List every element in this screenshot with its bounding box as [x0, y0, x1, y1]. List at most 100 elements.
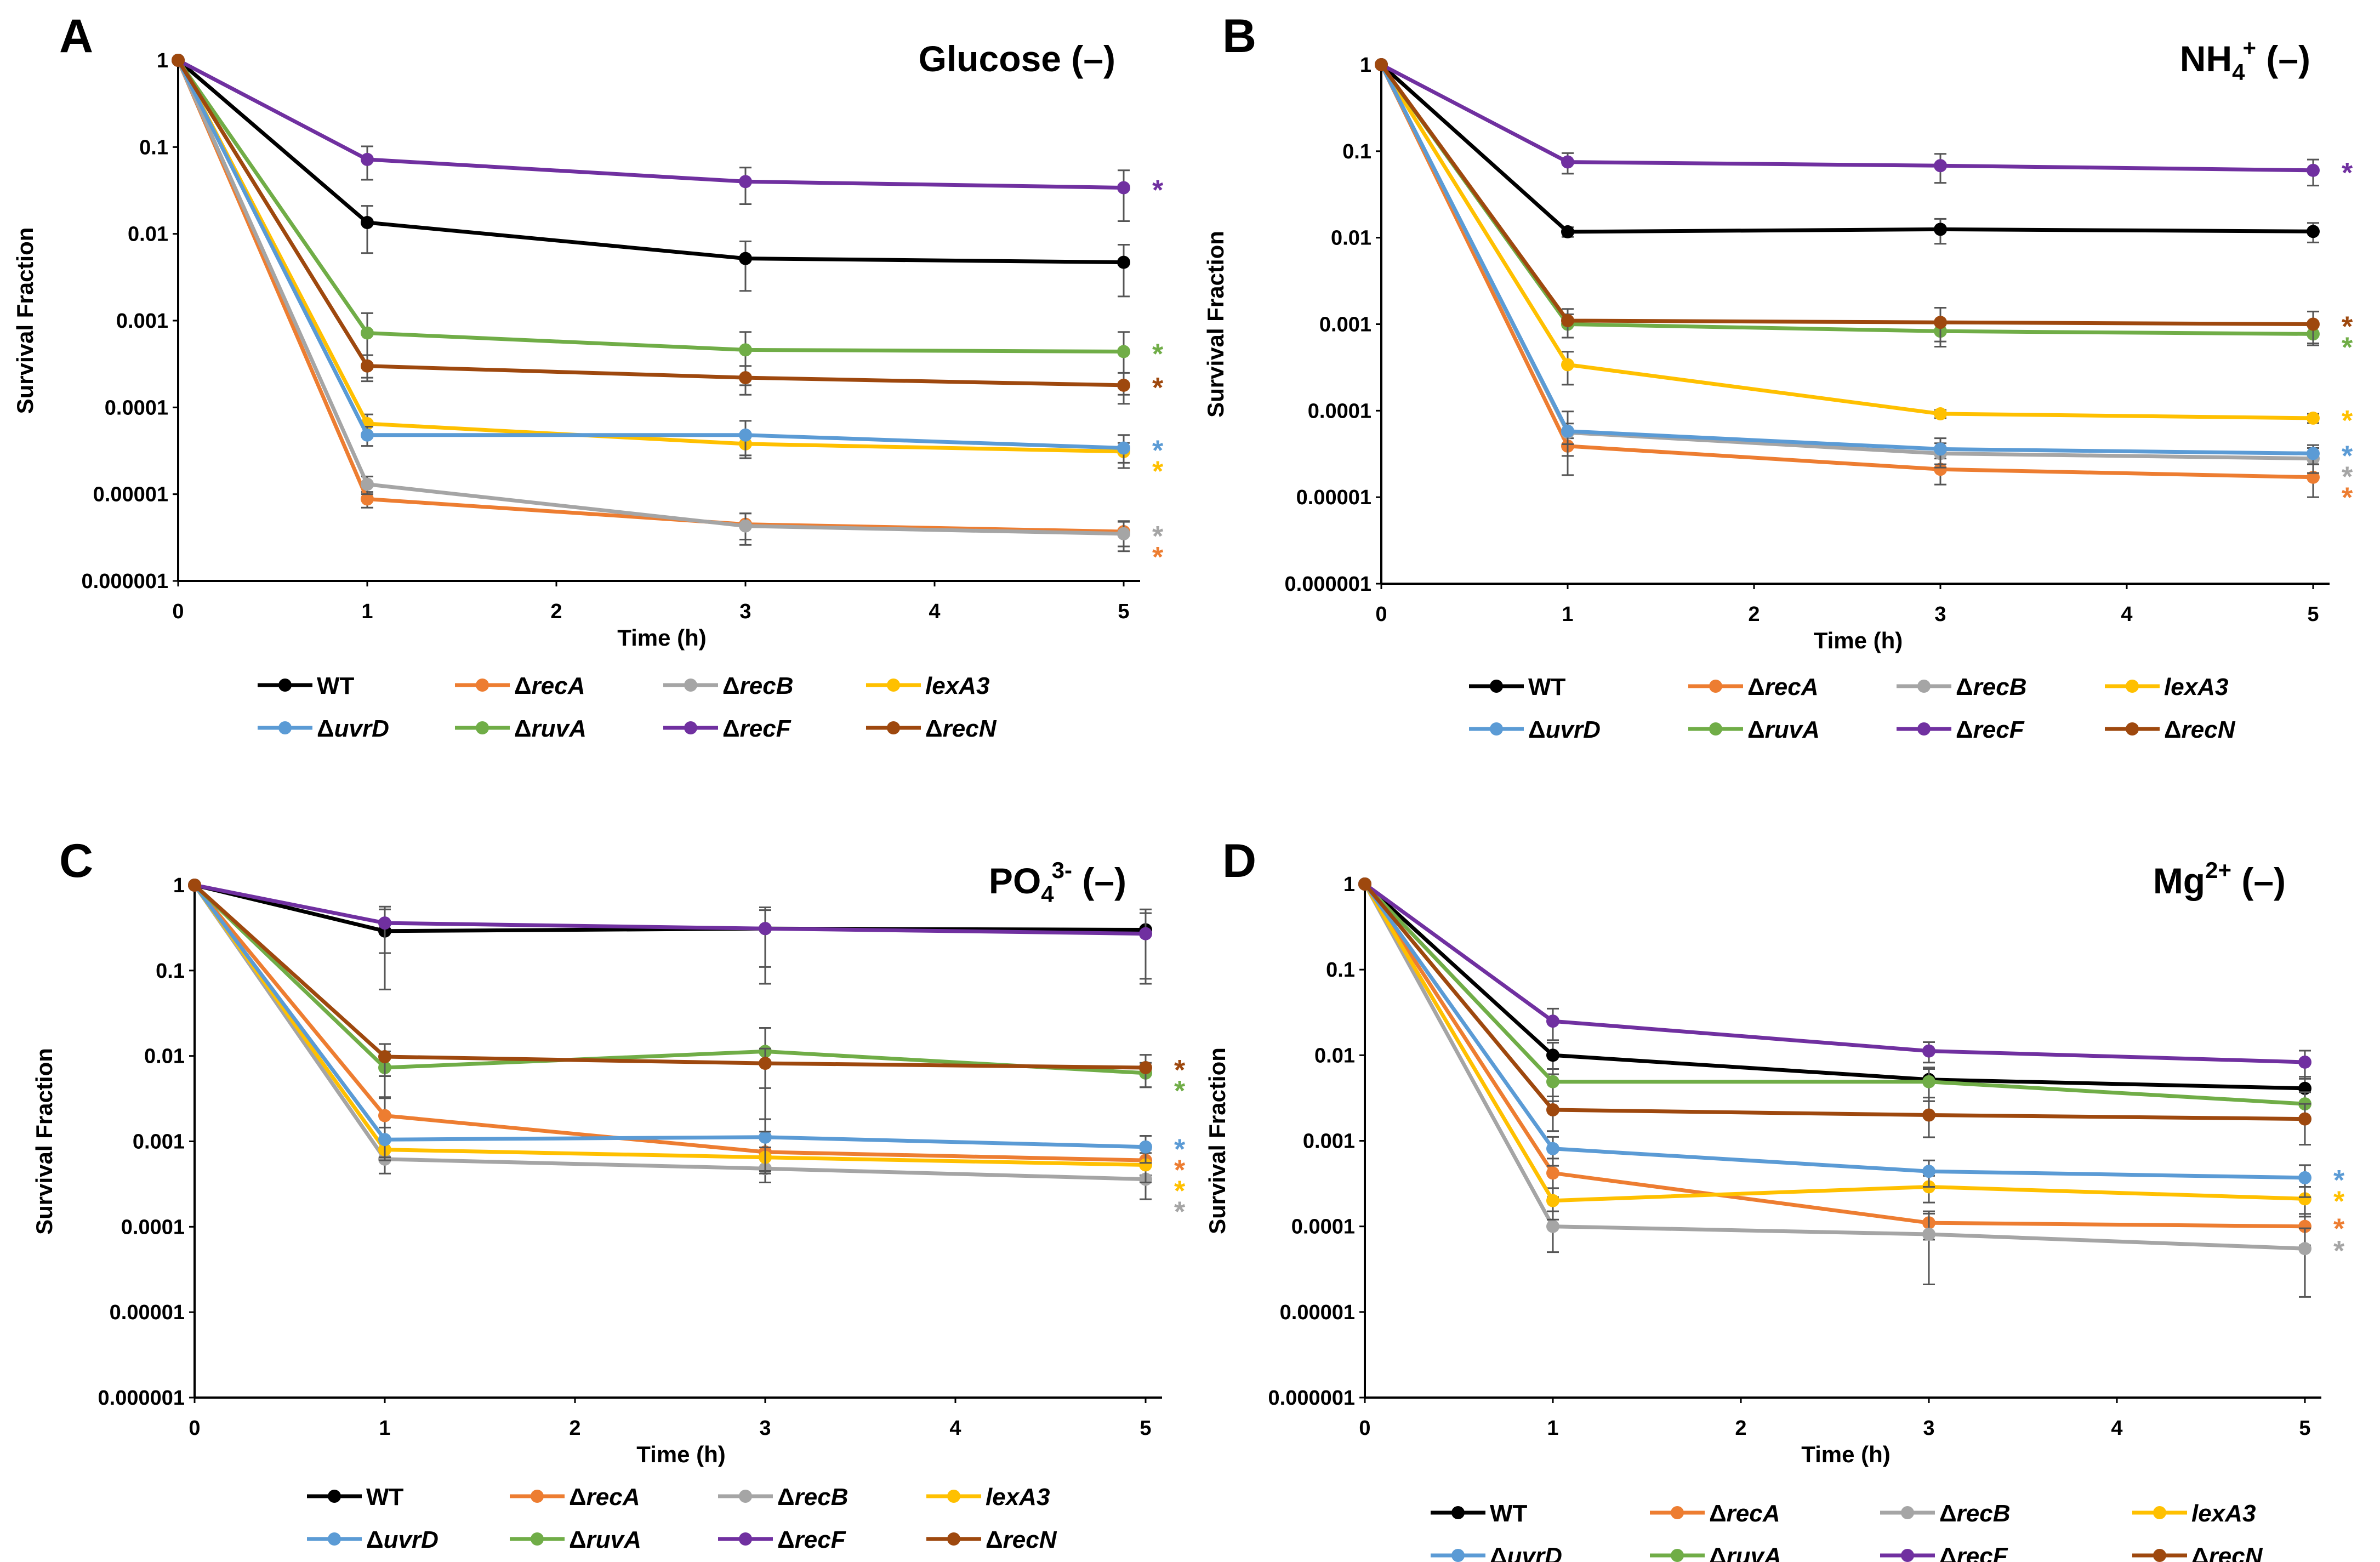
data-point	[2307, 317, 2320, 331]
legend-label-name: recA	[1727, 1500, 1780, 1527]
panel-d-series-delta-recn	[1358, 877, 2311, 1146]
data-point	[759, 1057, 772, 1070]
series-line	[193, 883, 1146, 1167]
data-point	[1117, 378, 1130, 392]
legend-marker	[1451, 1549, 1465, 1562]
panel-a-y-tick-label: 0.000001	[82, 570, 169, 593]
legend-marker	[1490, 722, 1503, 736]
panel-b-y-axis-label: Survival Fraction	[1203, 231, 1228, 418]
series-line	[1363, 883, 2305, 1229]
panel-a-x-axis-label: Time (h)	[617, 625, 707, 651]
data-point	[361, 216, 374, 230]
panel-c-legend-item-lexa3: lexA3	[926, 1484, 1050, 1510]
legend-marker	[1917, 680, 1931, 693]
series-line	[193, 883, 1146, 1070]
panel-b-y-tick-label: 0.1	[1342, 140, 1371, 163]
legend-label-name: recB	[1957, 1500, 2011, 1527]
panel-c-y-tick-label: 0.01	[144, 1045, 185, 1068]
panel-b-title-sup: +	[2242, 35, 2256, 61]
legend-marker	[684, 679, 697, 692]
panel-d-y-tick-label: 0.000001	[1268, 1387, 1356, 1410]
panel-d-x-tick-label: 2	[1735, 1417, 1746, 1440]
legend-label-name: lexA3	[2191, 1500, 2256, 1527]
panel-a-x-tick-label: 1	[361, 600, 373, 623]
legend-label-name: recF	[1973, 716, 2025, 743]
panel-b-y-tick-label: 1	[1360, 54, 1371, 77]
panel-b-y-tick-label: 0.01	[1331, 227, 1371, 250]
panel-d-legend-item-wt: WT	[1431, 1500, 1528, 1527]
legend-marker	[531, 1532, 544, 1546]
panel-c-title-sub: 4	[1041, 881, 1054, 907]
data-point	[2307, 470, 2320, 484]
data-point	[1139, 1140, 1152, 1154]
panel-d-x-tick-label: 4	[2111, 1417, 2122, 1440]
panel-d-x-tick-label: 0	[1359, 1417, 1370, 1440]
panel-b-series-lexa3	[1375, 58, 2320, 425]
panel-c-legend-item-delta-recb: ΔrecB	[718, 1484, 848, 1510]
series-line	[1379, 64, 2314, 455]
legend-label-name: recF	[795, 1526, 846, 1553]
data-point	[1561, 424, 1574, 438]
panel-b-series-delta-uvrd	[1375, 58, 2320, 476]
series-line	[1363, 882, 2305, 1121]
series-line	[176, 59, 1124, 534]
legend-label-name: ruvA	[1727, 1543, 1781, 1562]
panel-d-significance-star: *	[2333, 1185, 2345, 1217]
legend-label: ΔruvA	[1709, 1543, 1781, 1562]
legend-label: ΔrecB	[1939, 1500, 2010, 1527]
panel-d-x-tick-label: 1	[1547, 1417, 1558, 1440]
panel-b-legend-item-delta-reca: ΔrecA	[1688, 674, 1818, 700]
legend-label: lexA3	[2164, 674, 2228, 700]
series-line	[1380, 64, 2314, 420]
legend-label-name: ruvA	[532, 715, 587, 742]
data-point	[1922, 1227, 1935, 1241]
panel-c-x-tick-label: 2	[569, 1417, 580, 1440]
panel-a-significance-star: *	[1152, 456, 1164, 488]
panel-a-y-tick-label: 0.1	[139, 136, 168, 159]
data-point	[739, 428, 752, 442]
series-line	[1363, 883, 2305, 1251]
panel-d-y-tick-label: 0.0001	[1291, 1216, 1355, 1239]
legend-marker	[1490, 680, 1503, 693]
data-point	[361, 477, 374, 491]
series-line	[194, 883, 1146, 933]
panel-a-legend-item-delta-uvrd: ΔuvrD	[258, 715, 389, 742]
panel-b-legend-item-delta-recb: ΔrecB	[1897, 674, 2026, 700]
panel-c: C PO43- (–)10.10.010.0010.00010.000010.00…	[31, 835, 1186, 1553]
panel-d-x-tick-label: 5	[2299, 1417, 2310, 1440]
series-line	[1363, 883, 2305, 1203]
legend-label-prefix: Δ	[317, 715, 334, 742]
panel-b-x-tick-label: 5	[2307, 603, 2319, 626]
series-line	[1380, 63, 2314, 326]
legend-label: ΔruvA	[514, 715, 587, 742]
data-point	[361, 152, 374, 166]
series-line	[176, 59, 1124, 387]
panel-b-series-wt	[1375, 58, 2320, 245]
panel-d-letter: D	[1222, 835, 1256, 887]
legend-label-prefix: Δ	[1939, 1543, 1957, 1562]
series-line	[193, 884, 1146, 1182]
panel-b-x-tick-label: 0	[1375, 603, 1387, 626]
panel-b-legend-item-wt: WT	[1469, 674, 1566, 700]
data-point	[1546, 1103, 1559, 1117]
panel-a: A Glucose (–) 1 0.1 0.01 0.001 0.0001 0.00001 0.…	[12, 10, 1164, 742]
series-line	[1380, 63, 2314, 234]
legend-label-prefix: Δ	[1939, 1500, 1957, 1527]
data-point	[1375, 58, 1388, 71]
panel-d-y-tick-label: 0.1	[1326, 959, 1355, 982]
legend-label-prefix: Δ	[2191, 1543, 2209, 1562]
panel-a-series-delta-recn	[172, 54, 1130, 405]
legend-label: ΔrecA	[1709, 1500, 1780, 1527]
panel-b-title: NH4+ (–)	[2180, 35, 2310, 85]
legend-marker	[476, 721, 489, 734]
legend-label-name: uvrD	[384, 1526, 439, 1553]
panel-a-legend-item-delta-reca: ΔrecA	[455, 672, 585, 699]
data-point	[1561, 358, 1574, 372]
series-line	[1363, 882, 2305, 1180]
panel-c-y-tick-label: 0.001	[133, 1131, 185, 1154]
legend-label: lexA3	[986, 1484, 1050, 1510]
legend-marker	[887, 721, 900, 734]
legend-label: WT	[1528, 674, 1566, 700]
data-point	[1117, 255, 1130, 269]
panel-a-significance-star: *	[1152, 372, 1164, 404]
